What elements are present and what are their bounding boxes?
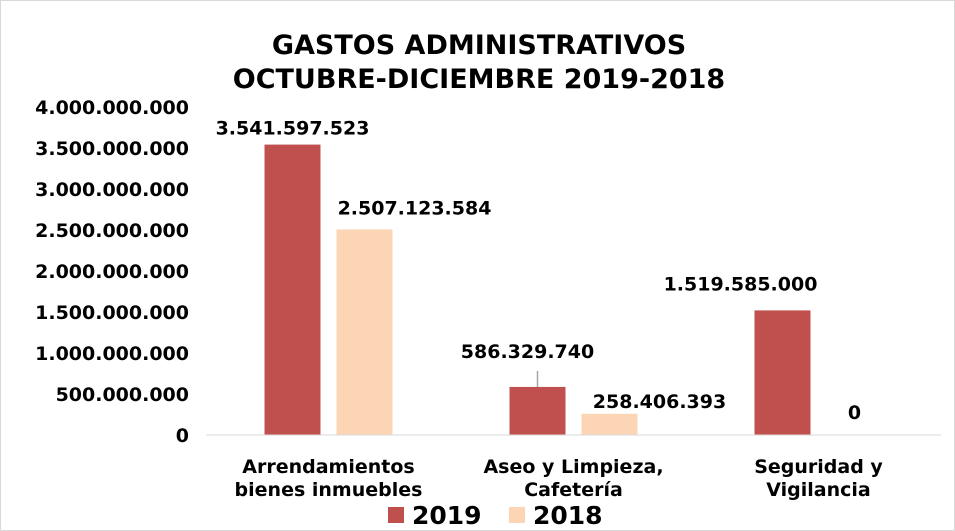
x-category-label: Cafetería: [524, 479, 623, 501]
legend-label-2019: 2019: [412, 501, 482, 530]
legend-label-2018: 2018: [533, 501, 603, 530]
legend: 2019 2018: [388, 501, 603, 530]
y-tick-label: 2.000.000.000: [35, 261, 189, 283]
bar-2019-2: [509, 386, 566, 435]
x-category-label: Arrendamientos: [242, 456, 414, 478]
y-tick-label: 2.500.000.000: [35, 220, 189, 242]
legend-swatch-2019: [388, 507, 404, 523]
x-category-label: Seguridad y: [754, 456, 883, 478]
y-tick-label: 1.000.000.000: [35, 343, 189, 365]
y-tick-label: 3.500.000.000: [35, 138, 189, 160]
x-category-label: Aseo y Limpieza,: [483, 456, 663, 478]
y-tick-label: 3.000.000.000: [35, 179, 189, 201]
chart-title: GASTOS ADMINISTRATIVOS OCTUBRE-DICIEMBRE…: [233, 30, 725, 95]
x-category-label: Vigilancia: [766, 479, 870, 501]
data-label-2018-3: 0: [848, 402, 861, 424]
chart-title-line-1: GASTOS ADMINISTRATIVOS: [272, 30, 686, 61]
data-label-2018-2: 258.406.393: [593, 391, 726, 413]
y-tick-label: 500.000.000: [56, 384, 189, 406]
data-label-2019-2: 586.329.740: [461, 341, 594, 363]
y-tick-label: 0: [176, 425, 189, 447]
x-category-label: bienes inmuebles: [235, 479, 423, 501]
data-label-2018-1: 2.507.123.584: [338, 197, 492, 219]
bar-2019-3: [754, 310, 811, 435]
plot-area: 3.541.597.523 2.507.123.584 586.329.740 258…: [216, 118, 861, 436]
legend-swatch-2018: [509, 507, 525, 523]
y-tick-label: 4.000.000.000: [35, 97, 189, 119]
y-tick-label: 1.500.000.000: [35, 302, 189, 324]
bar-2018-1: [336, 229, 393, 435]
bar-2019-1: [264, 144, 321, 436]
bar-2018-2: [581, 413, 638, 435]
data-label-2019-1: 3.541.597.523: [216, 118, 370, 140]
data-label-2019-3: 1.519.585.000: [664, 273, 818, 295]
chart-title-line-2: OCTUBRE-DICIEMBRE 2019-2018: [233, 64, 725, 95]
y-axis: 0 500.000.000 1.000.000.000 1.500.000.000 2.…: [35, 97, 189, 447]
